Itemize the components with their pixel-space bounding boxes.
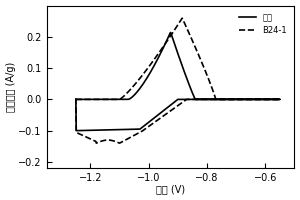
阶用 (116, 98, 119, 101)
B24-1 (116, 98, 119, 101)
B24-1 (164, 113, 167, 116)
B24-1 (240, 98, 243, 101)
阶用 (202, 98, 205, 101)
阶用 (240, 98, 243, 101)
阶用 (74, 98, 78, 101)
Y-axis label: 电流密度 (A/g): 电流密度 (A/g) (6, 62, 16, 112)
B24-1 (180, 17, 184, 19)
阶用 (254, 98, 258, 101)
B24-1 (118, 142, 122, 144)
B24-1 (74, 98, 78, 101)
B24-1 (74, 98, 78, 101)
阶用 (74, 129, 78, 132)
阶用 (169, 31, 172, 34)
B24-1 (202, 98, 205, 101)
阶用 (164, 108, 167, 110)
B24-1 (254, 98, 258, 101)
Legend: 阶用, B24-1: 阶用, B24-1 (236, 10, 290, 39)
Line: 阶用: 阶用 (76, 33, 280, 131)
阶用 (156, 114, 160, 116)
X-axis label: 电压 (V): 电压 (V) (156, 184, 185, 194)
阶用 (74, 98, 78, 101)
Line: B24-1: B24-1 (76, 18, 280, 143)
B24-1 (156, 119, 160, 121)
